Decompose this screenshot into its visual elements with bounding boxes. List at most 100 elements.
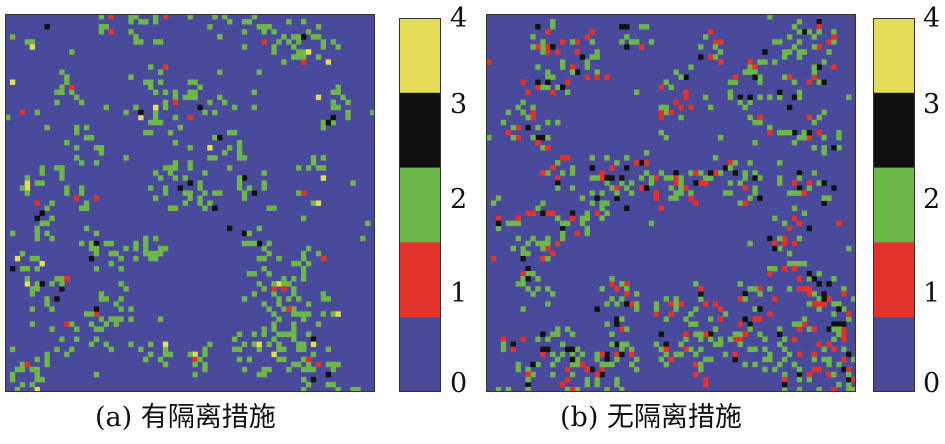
heatmap-b-cell-state-2 [648,180,655,186]
heatmap-b-cell-state-2 [717,336,724,342]
heatmap-b-cell-state-2 [703,356,709,363]
heatmap-a-cell-state-2 [34,376,40,383]
heatmap-b-cell-state-2 [732,79,738,85]
heatmap-b-cell-state-2 [525,240,531,247]
heatmap-b-cell-state-2 [836,381,842,388]
heatmap-b-cell-state-2 [786,351,793,358]
heatmap-a-cell-state-2 [19,366,26,373]
heatmap-a-cell-state-2 [271,281,277,287]
heatmap-b-cell-state-2 [643,24,650,30]
heatmap-a-cell-state-2 [222,99,228,106]
heatmap-a-cell-state-2 [301,386,307,392]
heatmap-b-cell-state-1 [811,301,817,307]
heatmap-b-cell-state-1 [614,351,620,358]
heatmap-a-cell-state-2 [271,291,277,297]
heatmap-a-cell-state-2 [296,341,302,348]
heatmap-b-cell-state-2 [678,351,684,358]
heatmap-b-cell-state-3 [806,129,812,136]
heatmap-b-cell-state-2 [821,346,827,353]
heatmap-a-cell-state-2 [59,175,65,181]
heatmap-a-cell-state-1 [24,361,31,368]
heatmap-b-cell-state-1 [525,371,531,378]
heatmap-a-cell-state-2 [330,104,336,111]
heatmap-b-cell-state-2 [594,351,600,358]
heatmap-a-cell-state-2 [24,175,31,181]
heatmap-b-cell-state-2 [796,49,803,55]
heatmap-a-cell-state-2 [246,240,253,247]
heatmap-b-cell-state-2 [796,175,803,181]
heatmap-b-cell-state-2 [777,180,783,186]
heatmap-b-cell-state-2 [722,190,729,196]
heatmap-a-cell-state-3 [177,185,183,191]
heatmap-b-cell-state-2 [698,346,704,353]
heatmap-b-cell-state-2 [634,306,640,312]
heatmap-a-cell-state-2 [187,94,193,101]
heatmap-a-cell-state-2 [276,39,282,45]
heatmap-b-cell-state-2 [846,381,852,388]
colorbar-b [873,18,915,392]
heatmap-b-cell-state-2 [599,361,605,368]
heatmap-a-cell-state-2 [335,44,341,50]
heatmap-b-cell-state-2 [495,195,502,201]
heatmap-a-cell-state-2 [93,326,100,332]
heatmap-b-cell-state-3 [540,210,546,216]
heatmap-b-cell-state-3 [540,331,546,337]
heatmap-b-cell-state-2 [757,119,763,126]
heatmap-a-cell-state-2 [192,79,198,85]
heatmap-a-cell-state-2 [143,235,149,242]
heatmap-a-cell-state-2 [320,296,327,302]
heatmap-a-cell-state-2 [98,29,105,35]
heatmap-b-cell-state-1 [703,381,709,388]
heatmap-a-cell-state-2 [5,114,11,121]
colorbar-a-tick-2: 2 [450,184,468,215]
heatmap-b-cell-state-2 [678,341,684,348]
heatmap-a-cell-state-2 [74,94,80,101]
heatmap-b-cell-state-2 [791,190,798,196]
heatmap-b-cell-state-2 [550,291,556,297]
heatmap-b-cell-state-1 [564,79,571,85]
heatmap-b-cell-state-2 [727,79,734,85]
heatmap-b-cell-state-1 [796,220,803,227]
heatmap-b-cell-state-1 [742,200,748,206]
heatmap-b-cell-state-3 [796,371,803,378]
heatmap-b-cell-state-2 [520,99,526,106]
heatmap-a-cell-state-2 [335,104,341,111]
heatmap-b-cell-state-2 [796,19,803,25]
heatmap-b-cell-state-2 [796,39,803,45]
heatmap-b-cell-state-2 [732,160,738,166]
heatmap-b-cell-state-2 [786,34,793,40]
heatmap-b-cell-state-2 [752,69,758,75]
heatmap-a-cell-state-2 [236,140,243,146]
heatmap-b-cell-state-2 [535,361,541,368]
heatmap-a-cell-state-4 [24,185,31,191]
heatmap-b-cell-state-2 [584,376,590,383]
heatmap-b-cell-state-1 [727,160,734,166]
heatmap-b-cell-state-3 [816,281,822,287]
heatmap-a-cell-state-2 [271,44,277,50]
heatmap-a-cell-state-2 [83,311,90,317]
heatmap-b-cell-state-1 [530,114,536,121]
heatmap-b-cell-state-3 [604,356,610,363]
heatmap-b-cell-state-2 [841,286,847,292]
heatmap-b-cell-state-1 [816,24,822,30]
heatmap-b-cell-state-1 [717,306,724,312]
heatmap-b-cell-state-2 [717,134,724,141]
heatmap-a-cell-state-2 [59,281,65,287]
heatmap-b-cell-state-3 [579,54,586,60]
heatmap-b-cell-state-2 [737,99,743,106]
heatmap-a-cell-state-2 [133,240,139,247]
colorbar-a-tick-0: 0 [450,368,468,399]
heatmap-b-cell-state-2 [698,170,704,176]
heatmap-b-cell-state-2 [841,346,847,353]
heatmap-a-cell-state-2 [187,14,193,20]
heatmap-a-cell-state-2 [157,250,164,257]
heatmap-a-cell-state-2 [103,240,109,247]
heatmap-a-cell-state-3 [88,255,95,262]
heatmap-a-cell-state-2 [9,34,16,40]
heatmap-b-cell-state-1 [816,301,822,307]
heatmap-a-cell-state-2 [266,306,272,312]
heatmap-b-cell-state-2 [584,59,590,65]
heatmap-b-cell-state-2 [574,386,581,392]
heatmap-b-cell-state-2 [658,170,664,176]
heatmap-a-cell-state-2 [291,286,297,292]
